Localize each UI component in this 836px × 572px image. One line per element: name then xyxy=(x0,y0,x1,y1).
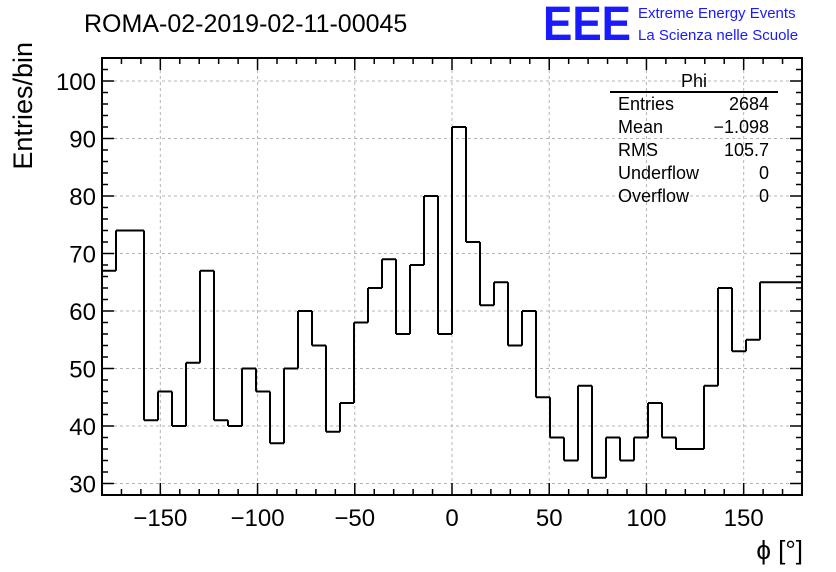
stats-row-label: Underflow xyxy=(618,163,700,183)
x-tick-label: 50 xyxy=(536,505,563,532)
stats-row-value: 2684 xyxy=(729,94,769,114)
x-tick-label: 100 xyxy=(626,505,666,532)
x-tick-label: −150 xyxy=(133,505,187,532)
y-tick-label: 40 xyxy=(69,414,96,441)
stats-row-label: Entries xyxy=(618,94,674,114)
y-tick-label: 100 xyxy=(56,69,96,96)
branding-line-2: La Scienza nelle Scuole xyxy=(638,27,798,44)
y-tick-label: 80 xyxy=(69,184,96,211)
x-axis-label: ϕ [°] xyxy=(756,535,803,565)
stats-box: Phi Entries 2684 Mean −1.098 RMS 105.7 Underfl… xyxy=(610,71,778,206)
y-tick-label: 90 xyxy=(69,127,96,154)
y-tick-label: 60 xyxy=(69,299,96,326)
y-tick-label: 50 xyxy=(69,357,96,384)
x-tick-label: −50 xyxy=(334,505,375,532)
stats-row-value: 0 xyxy=(759,163,769,183)
stats-row-label: Overflow xyxy=(618,186,690,206)
stats-box-title: Phi xyxy=(681,71,707,91)
axis-ticks xyxy=(102,58,802,495)
stats-row-label: Mean xyxy=(618,117,663,137)
histogram-series xyxy=(102,126,802,479)
x-tick-label: −100 xyxy=(231,505,285,532)
x-tick-labels: −150 −100 −50 0 50 100 150 xyxy=(133,505,763,532)
chart-title: ROMA-02-2019-02-11-00045 xyxy=(84,10,407,38)
y-tick-label: 30 xyxy=(69,472,96,499)
branding-line-1: Extreme Energy Events xyxy=(638,5,796,22)
y-tick-label: 70 xyxy=(69,242,96,269)
stats-row-value: 0 xyxy=(759,186,769,206)
y-tick-labels: 30 40 50 60 70 80 90 100 xyxy=(56,69,96,499)
x-tick-label: 0 xyxy=(445,505,458,532)
x-tick-label: 150 xyxy=(724,505,764,532)
y-axis-label: Entries/bin xyxy=(8,42,38,170)
stats-row-label: RMS xyxy=(618,140,658,160)
stats-row-value: −1.098 xyxy=(713,117,769,137)
stats-row-value: 105.7 xyxy=(724,140,769,160)
eee-logo: EEE xyxy=(543,0,631,51)
